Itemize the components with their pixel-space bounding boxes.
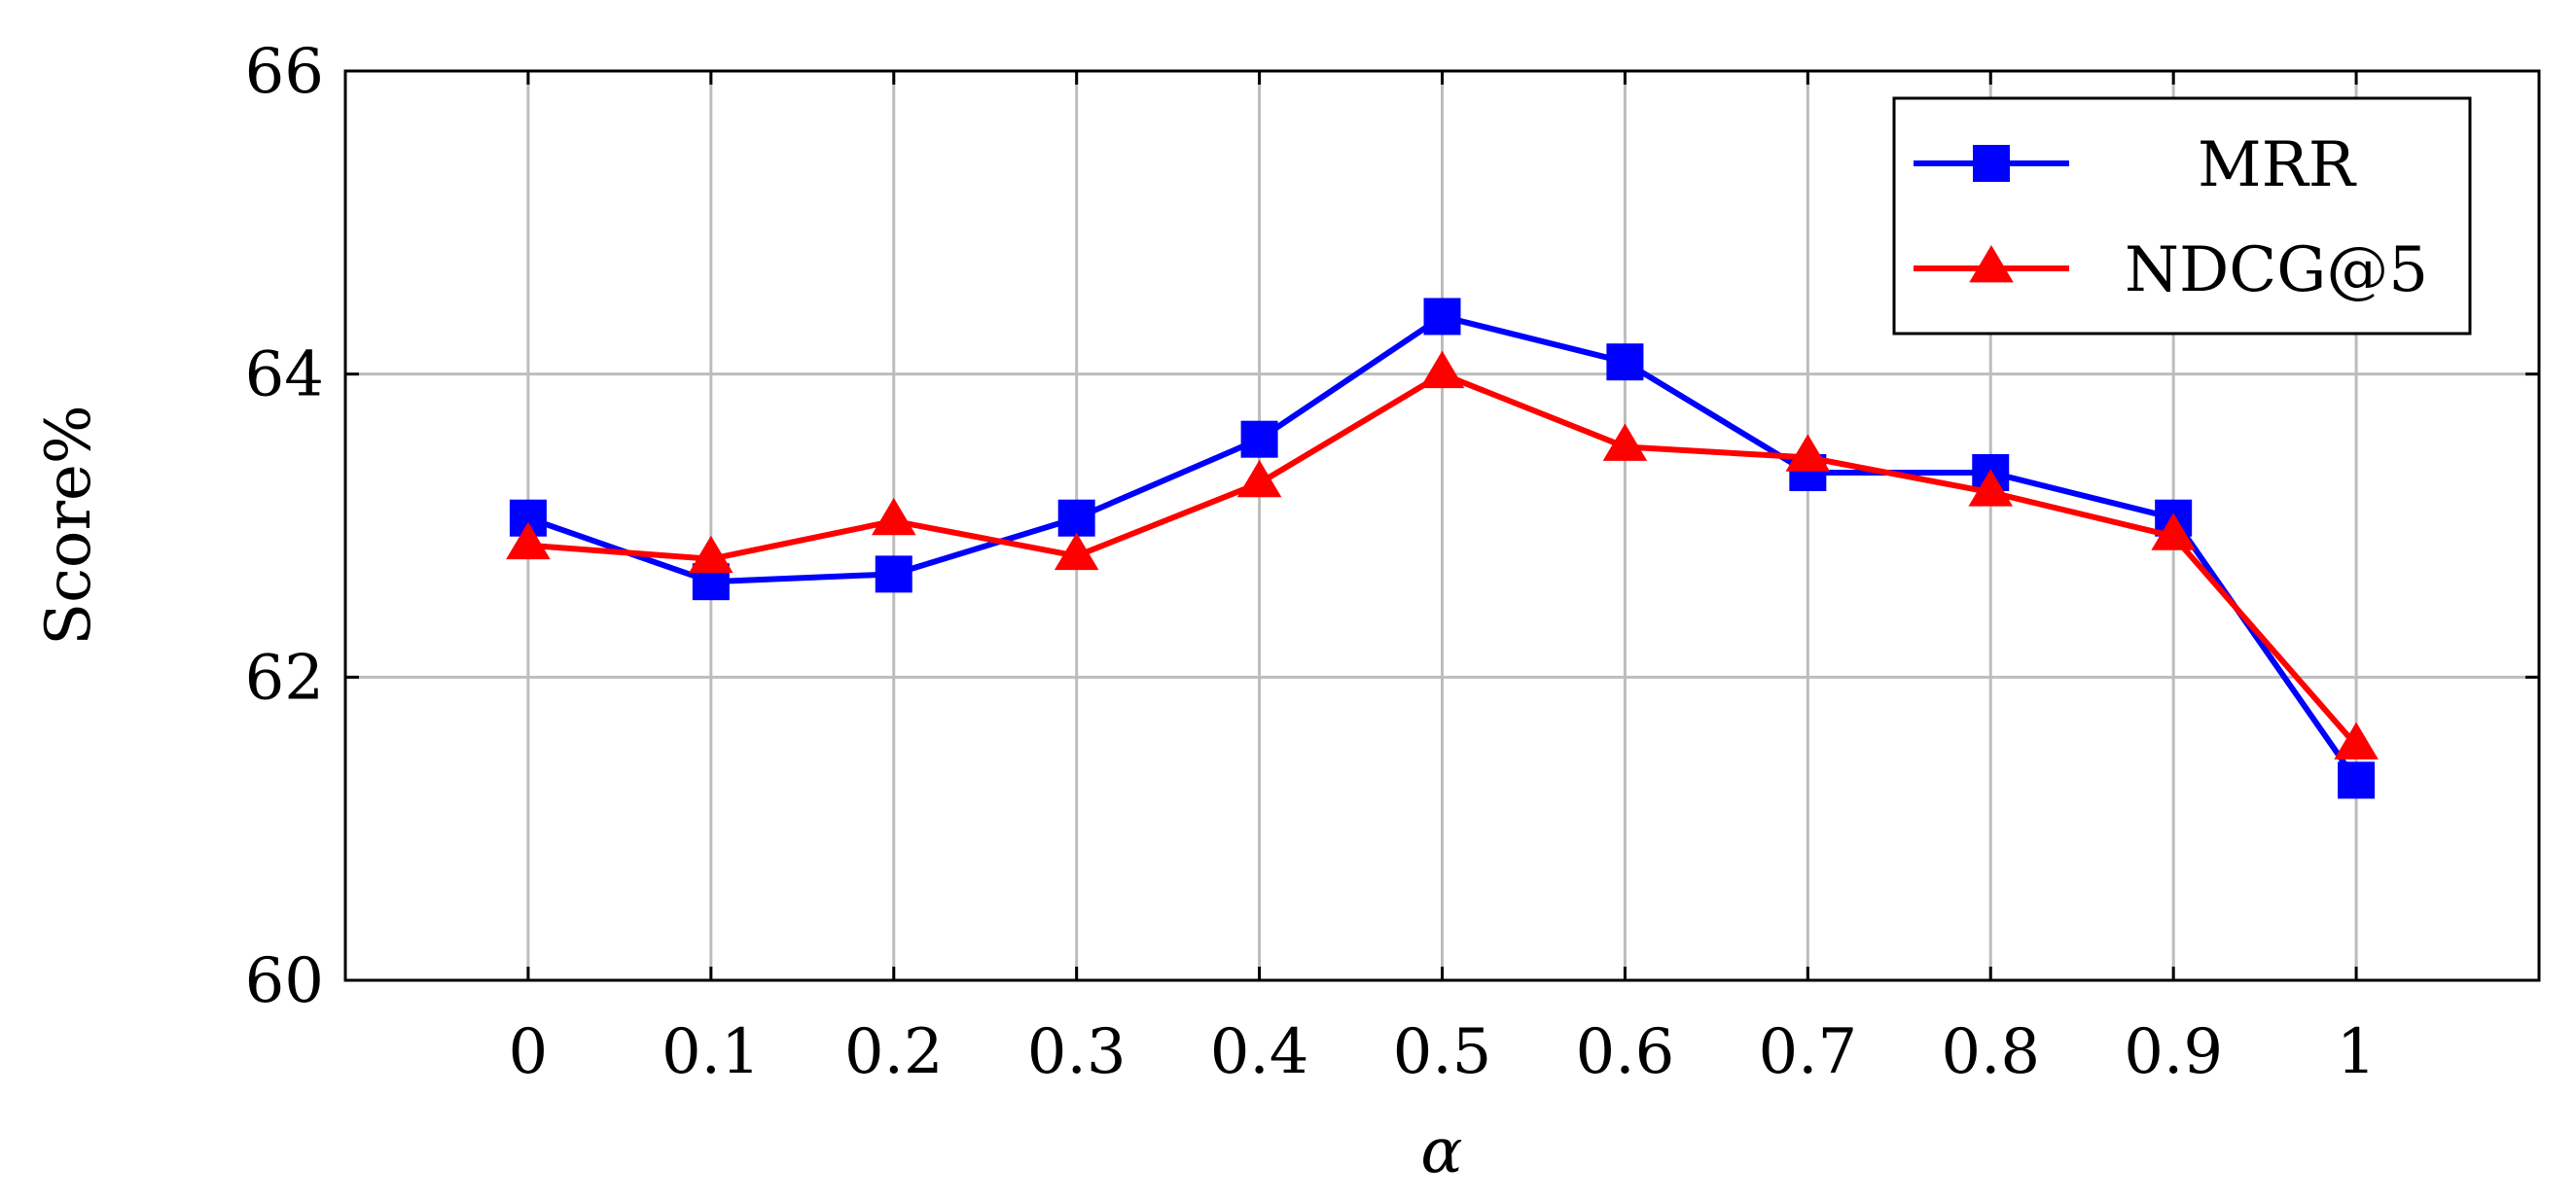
data-point [1423, 298, 1461, 336]
data-point [1057, 499, 1095, 537]
data-point [1054, 532, 1099, 571]
data-point [1968, 469, 2014, 507]
y-tick-label: 66 [245, 36, 324, 108]
legend-items: MRR NDCG@5 [1914, 129, 2428, 306]
legend-box [1892, 96, 2472, 336]
legend-item: NDCG@5 [1914, 234, 2428, 306]
data-point [689, 535, 733, 574]
data-point [1236, 459, 1282, 498]
x-tick-label: 0.7 [1758, 1016, 1857, 1088]
data-point [1240, 420, 1278, 458]
data-point [1785, 434, 1831, 472]
y-tick-label: 62 [245, 642, 324, 714]
x-axis-title: α [1420, 1115, 1462, 1187]
data-point [875, 555, 912, 593]
data-point [2338, 761, 2376, 799]
y-tick-label: 64 [245, 339, 324, 411]
data-point [871, 497, 916, 536]
x-tick-label: 0.2 [844, 1016, 944, 1088]
legend-triangle-marker [1969, 245, 2014, 283]
x-tick-label: 0 [509, 1016, 549, 1088]
legend: MRR NDCG@5 [1892, 96, 2472, 336]
y-axis-title: Score% [33, 405, 105, 646]
series-mrr [509, 298, 2376, 799]
x-tick-label: 0.5 [1393, 1016, 1492, 1088]
legend-item: MRR [1914, 129, 2357, 201]
y-tick-label: 60 [245, 945, 324, 1017]
x-tick-label: 0.6 [1576, 1016, 1675, 1088]
x-tick-label: 0.1 [662, 1016, 761, 1088]
data-point [1602, 423, 1648, 461]
y-axis-ticks: 60 62 64 66 [245, 36, 2539, 1017]
series-ndcg-5 [506, 350, 2379, 760]
x-tick-label: 0.4 [1210, 1016, 1309, 1088]
legend-label: MRR [2198, 129, 2357, 201]
data-point [2151, 513, 2196, 550]
legend-square-marker [1973, 145, 2010, 182]
series-layer [506, 298, 2379, 799]
x-tick-label: 0.8 [1941, 1016, 2040, 1088]
data-point [506, 521, 551, 560]
x-tick-label: 0.3 [1027, 1016, 1127, 1088]
data-point [1419, 350, 1465, 389]
x-tick-label: 0.9 [2124, 1016, 2223, 1088]
legend-label: NDCG@5 [2125, 234, 2428, 306]
data-point [2334, 722, 2379, 760]
x-tick-label: 1 [2337, 1016, 2377, 1088]
x-axis-ticks: 0 0.1 0.2 0.3 0.4 0.5 0.6 0.7 0.8 0.9 1 [509, 71, 2377, 1088]
data-point [1606, 343, 1644, 381]
